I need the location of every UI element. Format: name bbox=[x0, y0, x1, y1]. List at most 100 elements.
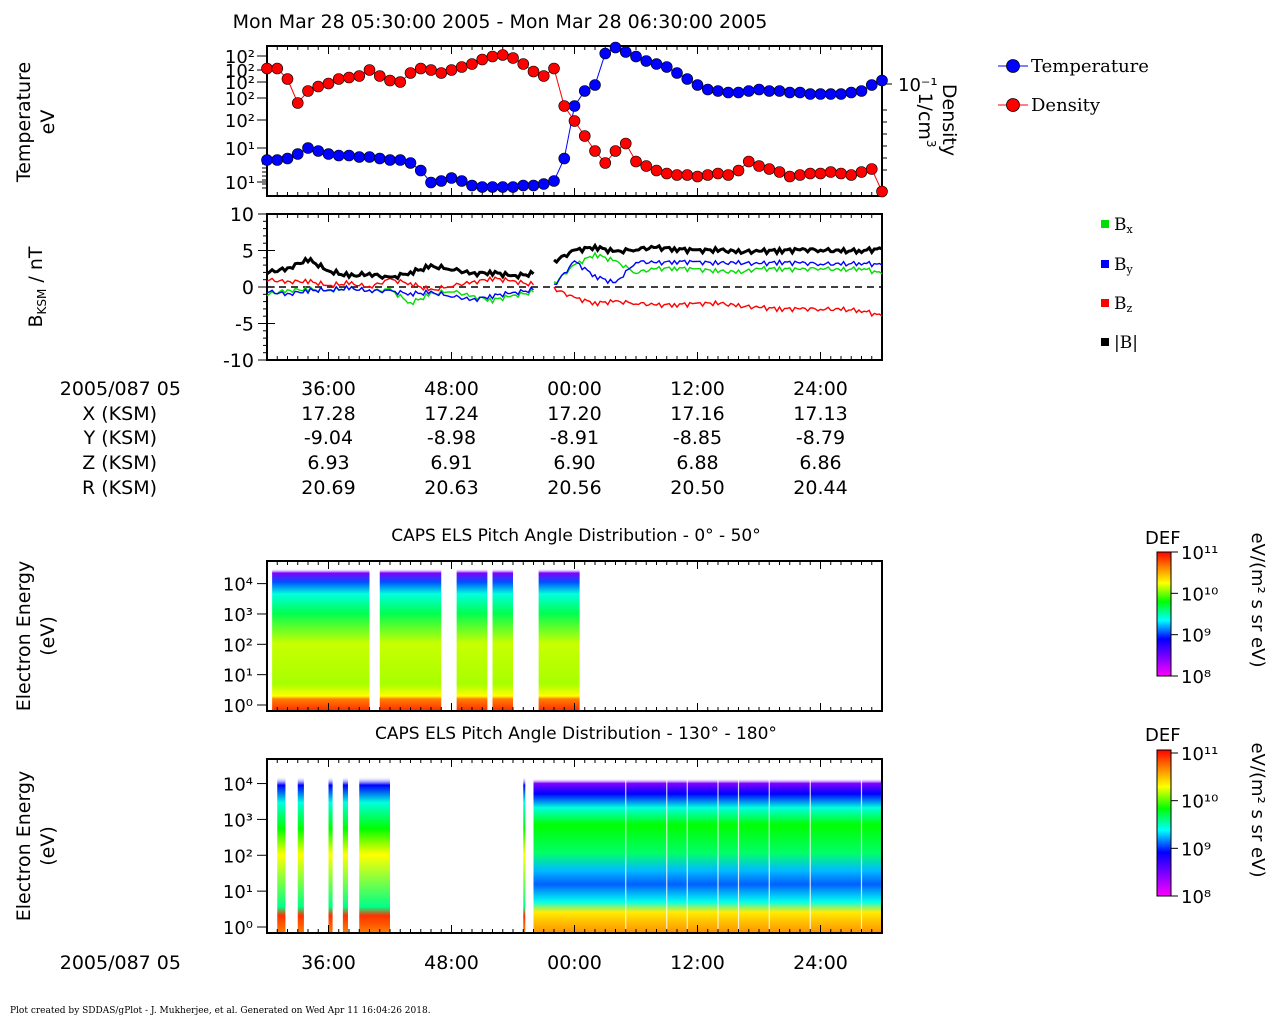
point-temperature bbox=[496, 181, 509, 193]
point-temperature bbox=[281, 152, 294, 165]
colorbar-high-scale bbox=[1156, 749, 1172, 897]
point-temperature bbox=[568, 100, 581, 112]
point-density bbox=[261, 62, 273, 75]
point-density bbox=[353, 70, 366, 82]
ephem-cell: 12:00 bbox=[670, 378, 725, 400]
point-density bbox=[455, 61, 468, 73]
point-density bbox=[527, 65, 540, 78]
point-temperature bbox=[332, 149, 345, 162]
pad-high-panel: CAPS ELS Pitch Angle Distribution - 130°… bbox=[13, 724, 1268, 939]
point-density bbox=[619, 137, 632, 150]
point-density bbox=[845, 169, 858, 181]
ephem-cell: 00:00 bbox=[547, 378, 602, 400]
legend-by: By bbox=[1101, 255, 1134, 276]
point-temperature bbox=[322, 148, 335, 160]
temp-tick-label: 10¹ bbox=[225, 139, 255, 160]
ephem-cell: 48:00 bbox=[424, 378, 479, 400]
point-temperature bbox=[794, 86, 806, 99]
bfield-label-base: B bbox=[25, 314, 47, 327]
point-density bbox=[794, 169, 806, 181]
legend-bx: Bx bbox=[1101, 215, 1134, 236]
ephem-cell: 6.93 bbox=[307, 452, 349, 474]
pad-low-ylabel-unit: (eV) bbox=[37, 616, 59, 656]
point-temperature bbox=[404, 157, 417, 169]
ephem-cell: 24:00 bbox=[793, 378, 848, 400]
point-density bbox=[281, 73, 294, 85]
temp-tick-label: 10² bbox=[225, 111, 255, 132]
point-temperature bbox=[291, 148, 304, 160]
legend-bmag-label: |B| bbox=[1114, 333, 1138, 353]
ephem-label-y: Y (KSM) bbox=[83, 427, 157, 449]
point-density bbox=[466, 58, 478, 70]
ephem-cell: 6.90 bbox=[553, 452, 595, 474]
colorbar-tick-label: 10¹⁰ bbox=[1181, 584, 1218, 605]
spectrogram-block bbox=[492, 561, 513, 711]
ephemeris-row-labels: 2005/087 05 X (KSM) Y (KSM) Z (KSM) R (K… bbox=[60, 378, 181, 499]
ephem-label-r: R (KSM) bbox=[82, 477, 157, 499]
colorbar-low-label: DEF bbox=[1145, 528, 1181, 549]
point-temperature bbox=[425, 176, 437, 189]
energy-tick-label: 10³ bbox=[223, 810, 253, 831]
point-density bbox=[486, 50, 499, 63]
density-tick-label: 10⁻¹ bbox=[898, 75, 938, 96]
ephemeris-table: 2005/087 05 X (KSM) Y (KSM) Z (KSM) R (K… bbox=[60, 378, 848, 499]
point-temperature bbox=[773, 85, 786, 97]
spectrogram-block bbox=[533, 759, 882, 933]
ephem-cell: 17.24 bbox=[424, 403, 478, 425]
legend-bx-sub: x bbox=[1127, 223, 1134, 236]
point-temperature bbox=[630, 50, 642, 63]
point-density bbox=[373, 70, 386, 82]
temp-tick-label: 10² bbox=[225, 73, 255, 94]
ephem-cell: 6.86 bbox=[799, 452, 841, 474]
pad-low-image bbox=[272, 561, 580, 711]
pad-high-ylabel-unit: (eV) bbox=[37, 826, 59, 866]
spectrogram-block bbox=[379, 561, 442, 711]
ephem-cell: 20.50 bbox=[670, 477, 724, 499]
point-density bbox=[742, 155, 755, 168]
point-temperature bbox=[701, 83, 714, 96]
point-temperature bbox=[824, 88, 837, 100]
spectrogram-block bbox=[277, 759, 286, 933]
ephem-label-time: 2005/087 05 bbox=[60, 378, 181, 400]
point-temperature bbox=[865, 79, 878, 91]
point-temperature bbox=[527, 179, 540, 192]
colorbar-tick-label: 10⁸ bbox=[1181, 667, 1211, 688]
ephemeris-columns: 36:00 17.28-9.04 6.93 20.69 48:00 17.24-8.98 6… bbox=[301, 378, 848, 499]
pad-low-panel: CAPS ELS Pitch Angle Distribution - 0° -… bbox=[13, 526, 1268, 717]
pad-low-title: CAPS ELS Pitch Angle Distribution - 0° -… bbox=[391, 526, 760, 546]
bottom-axis-tick-label: 48:00 bbox=[424, 952, 479, 974]
point-temperature bbox=[507, 181, 519, 193]
point-density bbox=[599, 157, 612, 169]
pad-low-ticks: 10⁰ 10¹ 10² 10³ 10⁴ bbox=[223, 561, 883, 717]
point-density bbox=[507, 52, 519, 64]
point-density bbox=[650, 164, 663, 177]
point-density bbox=[753, 160, 765, 172]
pad-high-ylabel: Electron Energy bbox=[13, 771, 35, 922]
colorbar-high-label: DEF bbox=[1145, 725, 1181, 746]
colorbar-high-unit: eV/(m² s sr eV) bbox=[1247, 743, 1268, 878]
ephem-cell: 20.56 bbox=[547, 477, 601, 499]
point-temperature bbox=[599, 47, 612, 60]
point-density bbox=[568, 115, 581, 127]
svg-text:Bx: Bx bbox=[1114, 215, 1134, 236]
point-temperature bbox=[548, 175, 560, 187]
bottom-axis-tick-label: 12:00 bbox=[670, 952, 725, 974]
point-temperature bbox=[486, 181, 499, 193]
page-title: Mon Mar 28 05:30:00 2005 - Mon Mar 28 06… bbox=[233, 11, 768, 33]
colorbar-tick-label: 10⁹ bbox=[1181, 626, 1211, 647]
energy-tick-label: 10³ bbox=[223, 605, 253, 626]
density-axis-label: Density bbox=[938, 84, 960, 156]
point-temperature bbox=[455, 175, 468, 187]
b-tick-label: 0 bbox=[242, 277, 254, 299]
b-series-Bz bbox=[266, 276, 535, 292]
svg-text:By: By bbox=[1114, 255, 1134, 276]
ephem-cell: 20.44 bbox=[793, 477, 847, 499]
point-temperature bbox=[691, 79, 704, 91]
point-temperature bbox=[373, 152, 386, 165]
colorbar-tick-label: 10¹⁰ bbox=[1181, 792, 1218, 813]
legend-bz: Bz bbox=[1101, 294, 1133, 315]
point-density bbox=[302, 85, 314, 97]
spectrogram-block bbox=[523, 759, 526, 933]
legend-bx-base: B bbox=[1114, 215, 1127, 235]
b-series-magB bbox=[266, 255, 535, 281]
